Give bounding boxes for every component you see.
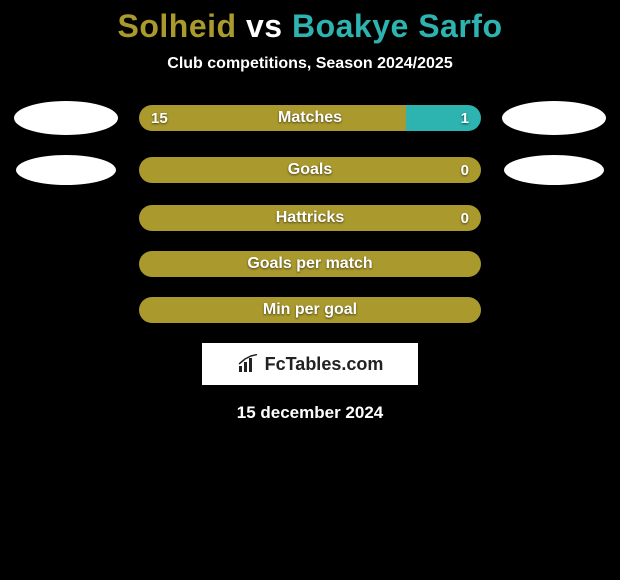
player1-name: Solheid — [118, 8, 237, 44]
bar-segment-full — [139, 205, 481, 231]
stat-row: 0Hattricks — [0, 205, 620, 231]
player1-marker-slot — [11, 101, 121, 135]
bar-segment-player2 — [406, 105, 481, 131]
vs-label: vs — [246, 8, 283, 44]
stats-comparison-card: Solheid vs Boakye Sarfo Club competition… — [0, 0, 620, 423]
brand-badge: FcTables.com — [202, 343, 418, 385]
bar-segment-full — [139, 157, 481, 183]
player2-marker — [504, 155, 604, 185]
player2-marker-slot — [499, 101, 609, 135]
comparison-title: Solheid vs Boakye Sarfo — [0, 8, 620, 45]
stat-bar: Goals per match — [139, 251, 481, 277]
stat-bar: 0Goals — [139, 157, 481, 183]
stat-bar: 0Hattricks — [139, 205, 481, 231]
player2-name: Boakye Sarfo — [292, 8, 503, 44]
player1-marker — [16, 155, 116, 185]
chart-icon — [237, 354, 259, 374]
stat-row: 0Goals — [0, 155, 620, 185]
player1-marker — [14, 101, 118, 135]
stat-bar: Min per goal — [139, 297, 481, 323]
stat-row: Goals per match — [0, 251, 620, 277]
bar-segment-full — [139, 297, 481, 323]
date-label: 15 december 2024 — [0, 403, 620, 423]
bar-segment-full — [139, 251, 481, 277]
player1-marker-slot — [11, 155, 121, 185]
player2-marker-slot — [499, 155, 609, 185]
brand-text: FcTables.com — [265, 354, 384, 375]
stat-row: Min per goal — [0, 297, 620, 323]
stat-row: 151Matches — [0, 101, 620, 135]
stat-bar: 151Matches — [139, 105, 481, 131]
subtitle: Club competitions, Season 2024/2025 — [0, 55, 620, 73]
stat-rows: 151Matches 0Goals 0Hattricks Goals per matc… — [0, 101, 620, 323]
bar-segment-player1 — [139, 105, 406, 131]
player2-marker — [502, 101, 606, 135]
